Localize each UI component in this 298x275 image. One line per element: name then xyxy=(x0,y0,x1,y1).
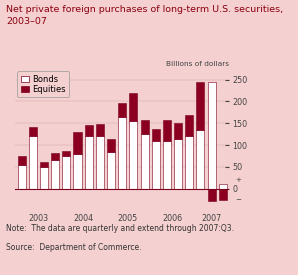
Text: Billions of dollars: Billions of dollars xyxy=(167,61,229,67)
Bar xyxy=(185,115,193,136)
Bar xyxy=(196,130,204,189)
Bar xyxy=(107,152,115,189)
Bar xyxy=(196,82,204,130)
Bar xyxy=(96,124,104,136)
Text: Source:  Department of Commerce.: Source: Department of Commerce. xyxy=(6,243,142,252)
Bar xyxy=(18,156,26,165)
Bar xyxy=(96,136,104,189)
Bar xyxy=(141,134,148,189)
Bar xyxy=(29,136,37,189)
Bar xyxy=(40,167,48,189)
Text: +: + xyxy=(235,177,241,183)
Bar xyxy=(62,151,70,156)
Bar xyxy=(129,93,137,121)
Bar xyxy=(85,125,93,136)
Bar xyxy=(207,189,215,201)
Bar xyxy=(152,128,160,141)
Bar xyxy=(185,136,193,189)
Text: −: − xyxy=(235,197,241,203)
Bar xyxy=(29,127,37,136)
Text: Net private foreign purchases of long-term U.S. securities,
2003–07: Net private foreign purchases of long-te… xyxy=(6,6,283,26)
Bar xyxy=(152,141,160,189)
Bar xyxy=(73,154,81,189)
Bar xyxy=(40,162,48,167)
Bar xyxy=(85,136,93,189)
Bar xyxy=(163,141,171,189)
Text: Note:  The data are quarterly and extend through 2007:Q3.: Note: The data are quarterly and extend … xyxy=(6,224,234,233)
Bar xyxy=(141,120,148,134)
Bar xyxy=(219,185,227,189)
Bar xyxy=(163,120,171,141)
Bar xyxy=(51,153,59,160)
Bar xyxy=(107,139,115,152)
Bar xyxy=(51,160,59,189)
Bar xyxy=(118,117,126,189)
Legend: Bonds, Equities: Bonds, Equities xyxy=(17,71,69,97)
Bar xyxy=(207,82,215,189)
Bar xyxy=(118,103,126,117)
Bar xyxy=(129,121,137,189)
Bar xyxy=(73,132,81,154)
Bar xyxy=(18,165,26,189)
Bar xyxy=(219,189,227,200)
Bar xyxy=(174,123,182,139)
Bar xyxy=(62,156,70,189)
Bar xyxy=(174,139,182,189)
